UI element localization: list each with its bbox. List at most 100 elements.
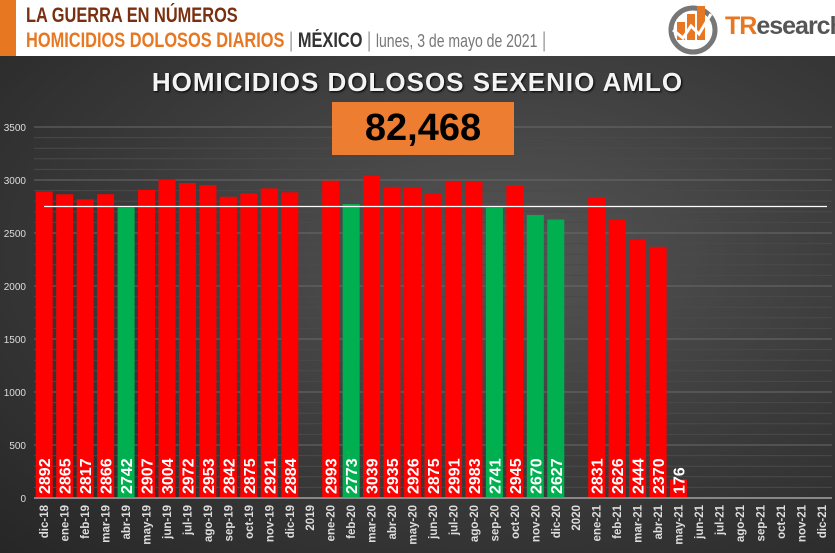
bar xyxy=(240,193,258,498)
x-tick-label: jun-19 xyxy=(162,505,174,540)
bar xyxy=(178,182,196,498)
x-tick-label: sep-21 xyxy=(755,504,767,541)
chart-title: HOMICIDIOS DOLOSOS SEXENIO AMLO xyxy=(151,67,684,97)
bar xyxy=(138,189,156,498)
x-tick-label: ene-20 xyxy=(326,505,338,541)
bar xyxy=(444,180,462,498)
x-tick-label: dic-21 xyxy=(817,504,829,538)
data-label: 3039 xyxy=(365,458,382,494)
total-box: 82,468 xyxy=(332,102,514,155)
data-label: 2991 xyxy=(446,458,463,494)
data-label: 2670 xyxy=(528,458,545,494)
x-tick-label: jun-21 xyxy=(694,504,706,539)
bar xyxy=(547,219,565,498)
bar xyxy=(404,187,422,498)
x-tick-label: ago-20 xyxy=(469,505,481,542)
x-tick-label: ago-19 xyxy=(203,505,215,542)
separator: | xyxy=(367,29,372,52)
data-label: 2741 xyxy=(487,458,504,494)
header-title: LA GUERRA EN NÚMEROS xyxy=(26,4,238,27)
bar xyxy=(465,181,483,498)
bar xyxy=(322,180,340,498)
data-label: 2831 xyxy=(590,458,607,494)
header: LA GUERRA EN NÚMEROS HOMICIDIOS DOLOSOS … xyxy=(0,0,835,56)
y-tick-label: 1000 xyxy=(4,388,27,399)
data-label: 2817 xyxy=(78,458,95,494)
x-tick-label: dic-20 xyxy=(551,505,563,538)
bar xyxy=(608,219,626,499)
bar xyxy=(199,184,217,498)
x-tick-label: may-21 xyxy=(674,504,686,544)
x-tick-label: dic-18 xyxy=(39,504,51,538)
bar xyxy=(56,194,74,498)
x-tick-label: abr-21 xyxy=(653,504,665,539)
subtitle-text: HOMICIDIOS DOLOSOS DIARIOS xyxy=(26,29,285,52)
x-tick-label: oct-21 xyxy=(776,504,788,538)
x-tick-label: may-20 xyxy=(408,505,420,545)
x-tick-label: 2019 xyxy=(305,505,317,531)
x-tick-label: feb-20 xyxy=(346,505,358,539)
data-label: 2953 xyxy=(201,458,218,494)
y-tick-label: 2500 xyxy=(4,229,27,240)
data-label: 2742 xyxy=(119,458,136,494)
y-tick-label: 3000 xyxy=(4,176,27,187)
bar xyxy=(97,194,115,499)
tresearch-logo: TResearch xyxy=(665,0,835,56)
x-tick-label: jul-20 xyxy=(448,505,460,536)
bar xyxy=(281,192,299,498)
x-tick-label: abr-20 xyxy=(387,505,399,540)
x-tick-label: oct-19 xyxy=(244,505,256,539)
x-tick-label: nov-20 xyxy=(530,505,542,542)
date: lunes, 3 de mayo de 2021 xyxy=(375,31,538,51)
data-label: 2945 xyxy=(508,458,525,494)
data-label: 2865 xyxy=(58,458,75,494)
chart-area: 0 500 1000 1500 2000 2500 3000 3500 2892 dic-18 28… xyxy=(0,56,835,553)
y-tick-label: 3500 xyxy=(4,123,27,134)
x-tick-label: jul-21 xyxy=(714,504,726,536)
data-label: 2627 xyxy=(549,458,566,494)
data-label: 2875 xyxy=(426,458,443,494)
data-label: 2626 xyxy=(610,458,627,494)
bar xyxy=(526,214,544,499)
x-tick-label: dic-19 xyxy=(285,505,297,538)
y-tick-label: 1500 xyxy=(4,335,27,346)
logo-text: TResearch xyxy=(725,12,835,40)
x-tick-label: nov-21 xyxy=(796,504,808,542)
x-tick-label: feb-19 xyxy=(80,505,92,539)
x-tick-label: ene-19 xyxy=(60,505,72,541)
x-tick-label: jun-20 xyxy=(428,505,440,540)
x-tick-label: jul-19 xyxy=(182,505,194,536)
separator: | xyxy=(289,29,294,52)
bar xyxy=(629,238,647,498)
x-tick-label: ene-21 xyxy=(592,504,604,541)
bar xyxy=(363,175,381,498)
data-label: 2972 xyxy=(180,458,197,494)
x-tick-label: mar-19 xyxy=(101,505,113,543)
bar xyxy=(485,207,503,499)
x-tick-label: sep-20 xyxy=(489,505,501,541)
x-tick-label: may-19 xyxy=(142,505,154,545)
data-label: 2773 xyxy=(344,458,361,494)
accent-bar xyxy=(0,0,16,56)
separator: | xyxy=(541,29,547,52)
x-tick-label: nov-19 xyxy=(264,505,276,542)
x-tick-label: ago-21 xyxy=(735,504,747,542)
y-tick-label: 500 xyxy=(9,441,26,452)
data-label: 2907 xyxy=(140,458,157,494)
data-label: 2892 xyxy=(37,458,54,494)
bar xyxy=(424,193,442,498)
bar xyxy=(35,191,53,498)
y-tick-label: 2000 xyxy=(4,282,27,293)
data-label: 3004 xyxy=(160,458,177,494)
data-label: 2884 xyxy=(283,458,300,494)
bar xyxy=(342,204,360,498)
x-tick-label: 2020 xyxy=(571,505,583,531)
bar xyxy=(158,179,176,498)
data-label: 2926 xyxy=(406,458,423,494)
y-tick-label: 0 xyxy=(20,494,26,505)
x-tick-label: abr-19 xyxy=(121,505,133,540)
x-tick-label: oct-20 xyxy=(510,505,522,539)
bar xyxy=(670,479,688,498)
data-label: 2875 xyxy=(242,458,259,494)
data-label: 2993 xyxy=(324,458,341,494)
